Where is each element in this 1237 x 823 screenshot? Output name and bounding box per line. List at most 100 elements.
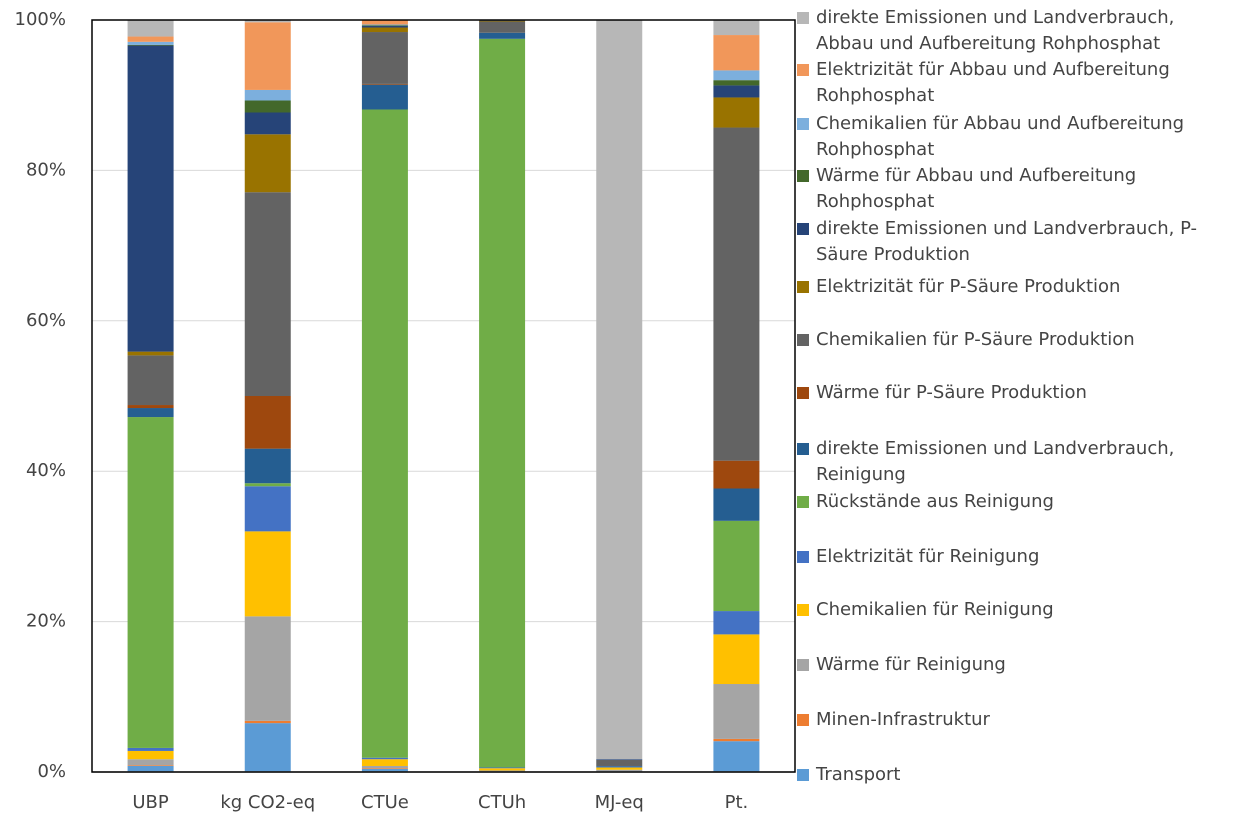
legend-label: Chemikalien für Abbau und Aufbereitung R… bbox=[816, 113, 1185, 160]
bar-segment bbox=[244, 486, 291, 532]
legend-label: Transport bbox=[816, 764, 901, 785]
legend-label: Rückstände aus Reinigung bbox=[816, 491, 1054, 512]
bar-segment bbox=[596, 769, 643, 772]
bar-segment bbox=[479, 20, 526, 22]
bar-segment bbox=[713, 488, 760, 521]
y-tick-label: 20% bbox=[26, 611, 66, 632]
y-tick-label: 100% bbox=[15, 9, 66, 30]
bar-segment bbox=[713, 520, 760, 612]
bar-segment bbox=[713, 20, 760, 36]
bar-segment bbox=[127, 45, 174, 352]
bar-segment bbox=[479, 38, 526, 768]
bar-segment bbox=[127, 747, 174, 751]
bar-segment bbox=[127, 44, 174, 46]
bar-segment bbox=[713, 684, 760, 739]
legend-label: Elektrizität für P-Säure Produktion bbox=[816, 276, 1121, 297]
bar-segment bbox=[127, 765, 174, 772]
legend-label: Elektrizität für Reinigung bbox=[816, 546, 1040, 567]
legend-item: Elektrizität für Reinigung bbox=[797, 544, 1227, 570]
bar-segment bbox=[127, 765, 174, 766]
x-tick-label: CTUe bbox=[361, 792, 409, 813]
bar-segment bbox=[713, 97, 760, 128]
legend-swatch bbox=[797, 12, 809, 24]
bar-segment bbox=[361, 84, 408, 110]
bar-segment bbox=[361, 83, 408, 85]
bar-segment bbox=[244, 616, 291, 721]
legend-item: Wärme für Reinigung bbox=[797, 652, 1227, 678]
legend-swatch bbox=[797, 659, 809, 671]
legend-label: Wärme für Reinigung bbox=[816, 654, 1006, 675]
bar-segment bbox=[244, 396, 291, 449]
legend-label: Minen-Infrastruktur bbox=[816, 709, 990, 730]
bar-segment bbox=[127, 750, 174, 760]
bar-segment bbox=[596, 766, 643, 768]
legend-swatch bbox=[797, 281, 809, 293]
bar-segment bbox=[596, 767, 643, 770]
bar-segment bbox=[127, 405, 174, 409]
bar-segment bbox=[596, 20, 643, 760]
bar-segment bbox=[244, 192, 291, 396]
legend-item: Elektrizität für Abbau und Aufbereitung … bbox=[797, 57, 1227, 109]
legend-item: Chemikalien für P-Säure Produktion bbox=[797, 327, 1227, 353]
legend-item: Chemikalien für Reinigung bbox=[797, 597, 1227, 623]
legend-swatch bbox=[797, 551, 809, 563]
x-tick-label: kg CO2-eq bbox=[220, 792, 315, 813]
x-tick-label: CTUh bbox=[478, 792, 526, 813]
chart: 0% 20% 40% 60% 80% 100% UBP kg CO2-eq CTUe CTUh MJ… bbox=[15, 9, 796, 813]
legend-swatch bbox=[797, 387, 809, 399]
legend-label: Chemikalien für Reinigung bbox=[816, 599, 1054, 620]
legend-label: direkte Emissionen und Landverbrauch, Re… bbox=[816, 438, 1175, 485]
bar-segment bbox=[127, 36, 174, 42]
bar-segment bbox=[127, 759, 174, 766]
legend-item: Transport bbox=[797, 762, 1227, 788]
legend-label: direkte Emissionen und Landverbrauch, Ab… bbox=[816, 7, 1175, 54]
bar-segment bbox=[479, 21, 526, 33]
y-tick-label: 40% bbox=[26, 460, 66, 481]
legend-item: Wärme für Abbau und Aufbereitung Rohphos… bbox=[797, 163, 1227, 215]
bar-segment bbox=[479, 768, 526, 771]
legend-item: direkte Emissionen und Landverbrauch, Re… bbox=[797, 436, 1227, 488]
bar-segment bbox=[713, 85, 760, 98]
bar-segment bbox=[361, 757, 408, 760]
bar-segment bbox=[244, 22, 291, 90]
bar-segment bbox=[127, 355, 174, 406]
bar-segment bbox=[244, 448, 291, 484]
legend-item: Elektrizität für P-Säure Produktion bbox=[797, 274, 1227, 300]
bar-segment bbox=[361, 20, 408, 25]
bar-segment bbox=[244, 112, 291, 135]
bar-segment bbox=[361, 759, 408, 766]
bar-segment bbox=[244, 134, 291, 193]
legend-item: Wärme für P-Säure Produktion bbox=[797, 380, 1227, 406]
bar-segment bbox=[361, 109, 408, 758]
bar-segment bbox=[244, 720, 291, 724]
bar-segment bbox=[361, 26, 408, 28]
legend-label: direkte Emissionen und Landverbrauch, P-… bbox=[816, 218, 1198, 265]
bar-segment bbox=[713, 741, 760, 772]
bar-segment bbox=[361, 768, 408, 772]
x-tick-label: UBP bbox=[132, 792, 169, 813]
legend-swatch bbox=[797, 443, 809, 455]
bar-segment bbox=[127, 408, 174, 418]
bar-segment bbox=[713, 80, 760, 86]
legend-label: Wärme für P-Säure Produktion bbox=[816, 382, 1087, 403]
bar-segment bbox=[596, 759, 643, 766]
legend-label: Elektrizität für Abbau und Aufbereitung … bbox=[816, 59, 1170, 106]
plot-frame bbox=[91, 19, 796, 773]
bar-segment bbox=[713, 634, 760, 685]
legend-label: Chemikalien für P-Säure Produktion bbox=[816, 329, 1135, 350]
bar-segment bbox=[596, 765, 643, 767]
legend-swatch bbox=[797, 170, 809, 182]
bar-segment bbox=[479, 770, 526, 772]
legend-item: Rückstände aus Reinigung bbox=[797, 489, 1227, 515]
legend-swatch bbox=[797, 118, 809, 130]
y-tick-label: 80% bbox=[26, 159, 66, 180]
legend-swatch bbox=[797, 64, 809, 76]
bar-segment bbox=[361, 25, 408, 27]
y-tick-label: 60% bbox=[26, 310, 66, 331]
bar-segment bbox=[127, 41, 174, 45]
bar-segment bbox=[713, 738, 760, 742]
bar-segment bbox=[479, 32, 526, 39]
bar-segment bbox=[713, 127, 760, 461]
bar-segment bbox=[127, 351, 174, 356]
